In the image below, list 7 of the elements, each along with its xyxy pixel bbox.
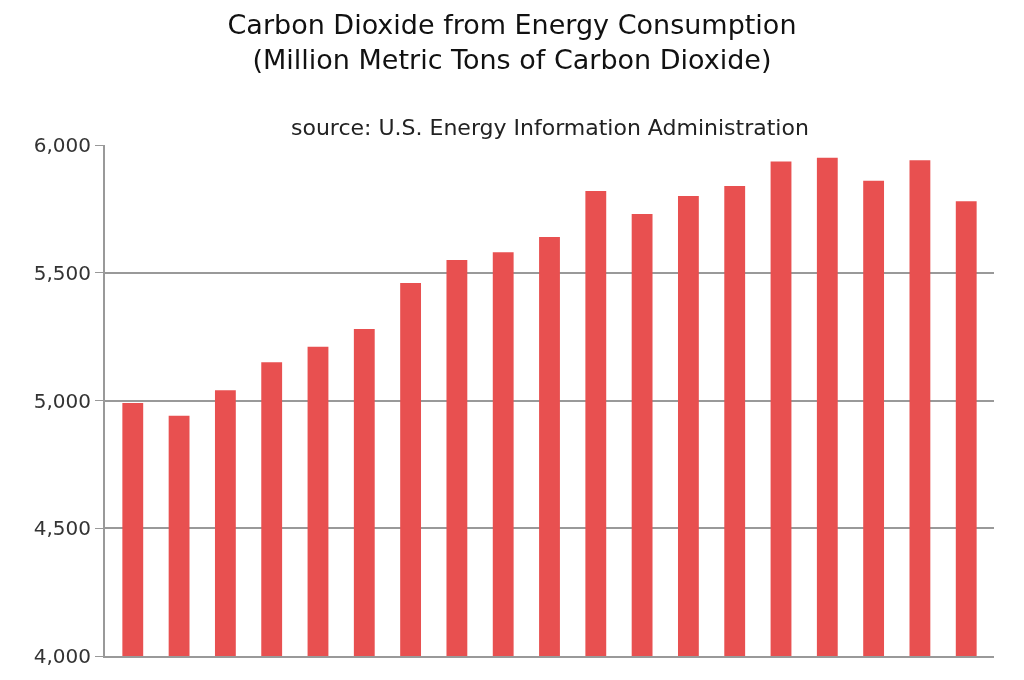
chart-title: Carbon Dioxide from Energy Consumption (Million Metric Tons of Carbon Dioxide): [227, 9, 797, 76]
y-tick-label: 4,000: [33, 644, 91, 668]
y-tick-label: 5,000: [33, 388, 91, 413]
y-tick-label: 4,500: [33, 516, 91, 541]
source-note: source: U.S. Energy Information Administration: [291, 115, 809, 140]
y-tick-label: 5,500: [33, 260, 91, 285]
y-tick-label: 6,000: [33, 133, 91, 157]
